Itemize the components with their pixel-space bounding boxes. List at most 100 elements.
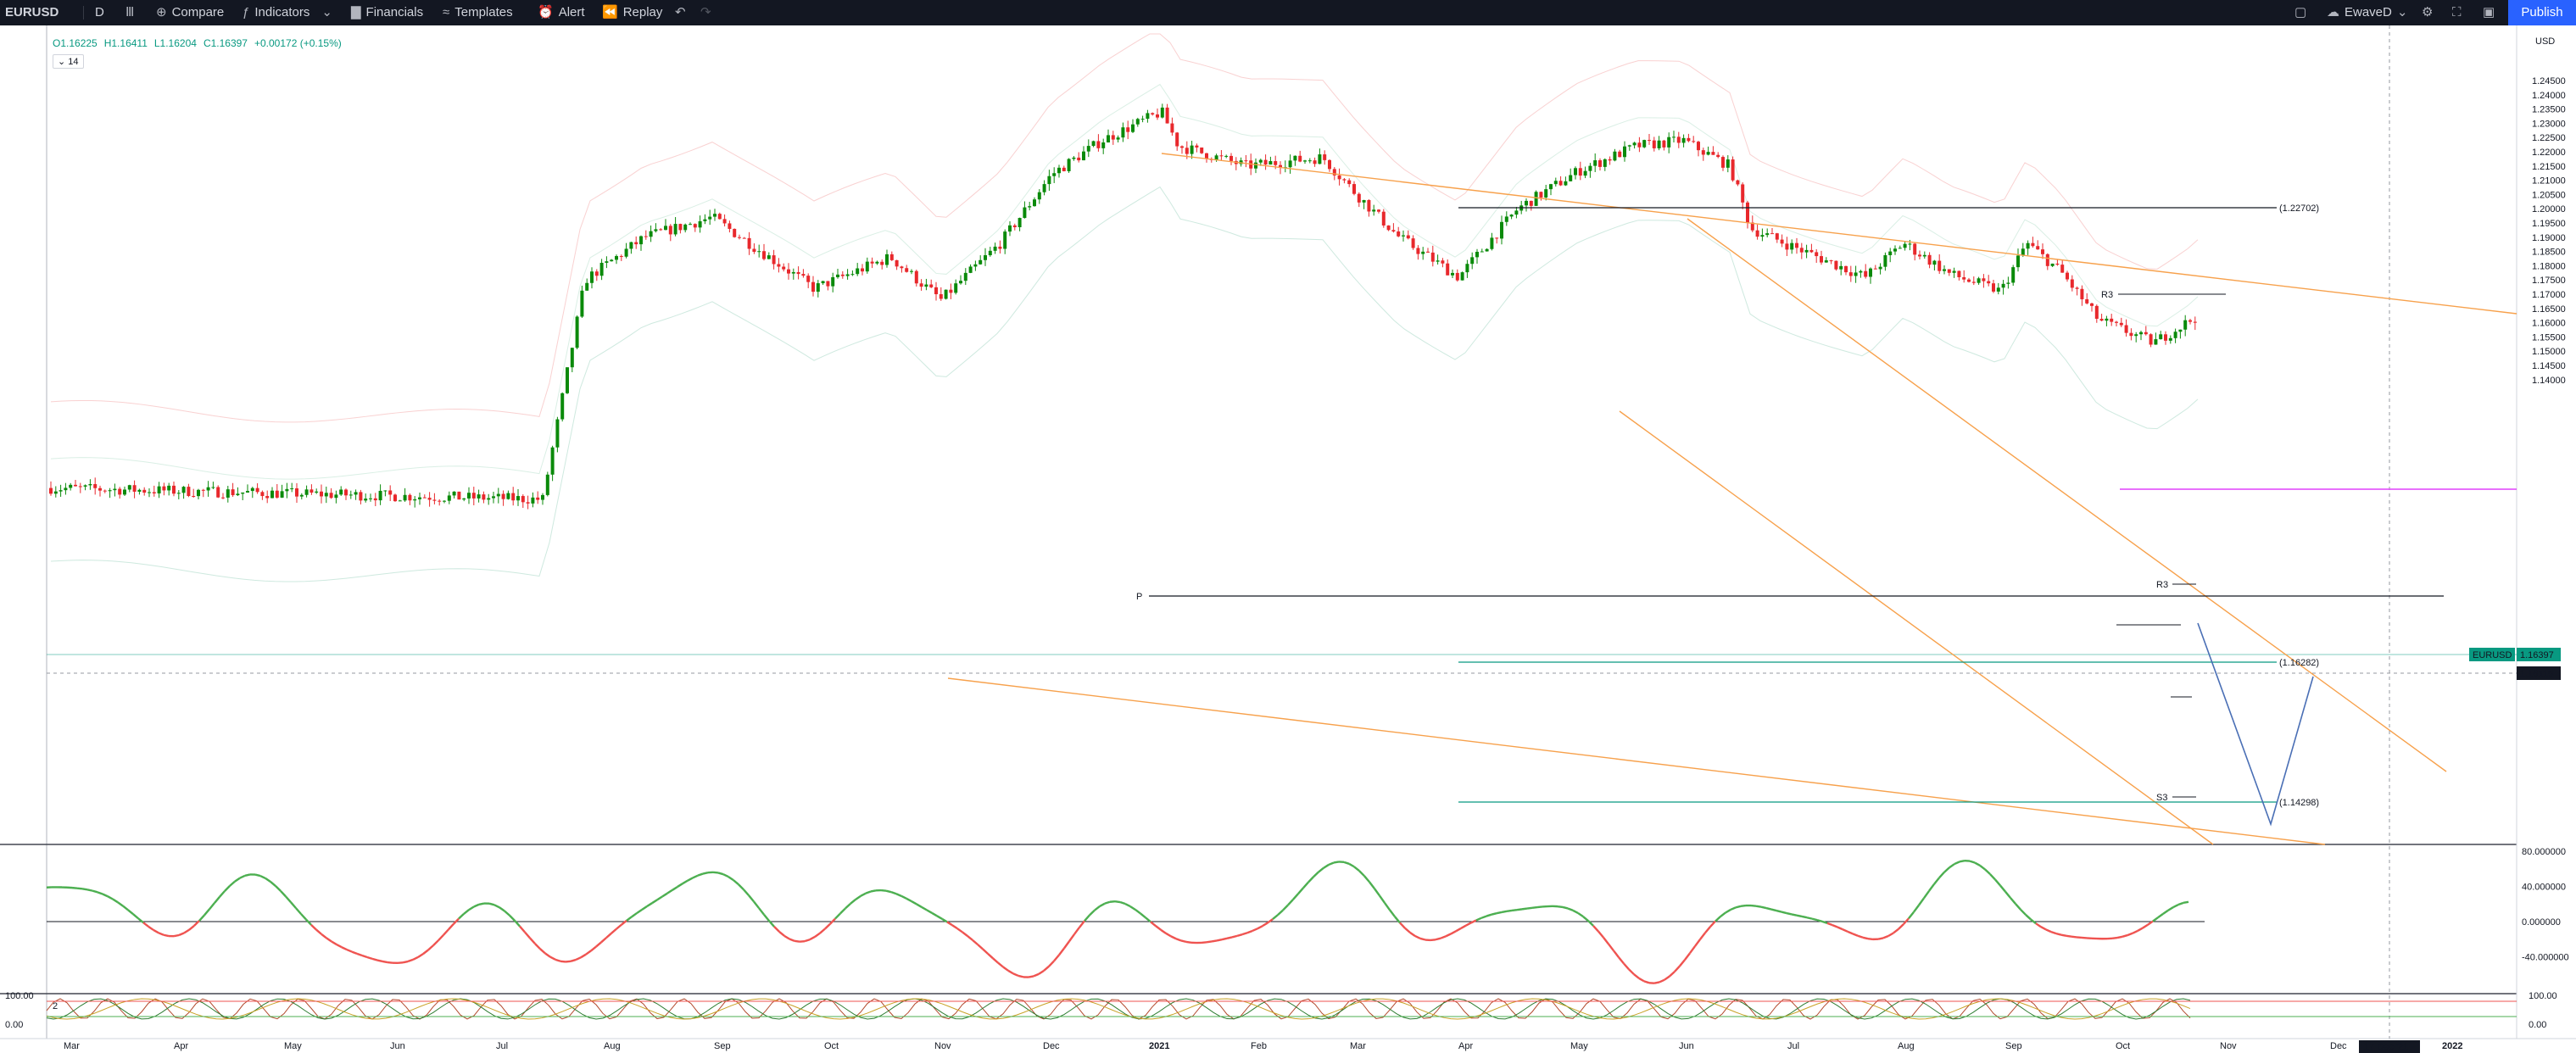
- oscillator-segment: [733, 879, 739, 886]
- oscillator-segment: [1007, 969, 1014, 975]
- candle-body: [511, 493, 516, 501]
- candle-body: [875, 261, 879, 264]
- candle-body: [566, 367, 569, 393]
- price-tick-label: 1.15000: [2532, 347, 2566, 357]
- candle-body: [2178, 329, 2183, 332]
- chart-canvas[interactable]: (1.22702) (1.16282) (1.14298) R3 P R3 S3 2 1.2…: [0, 25, 2576, 1053]
- oscillator-segment: [473, 903, 480, 908]
- fullscreen-layout-button[interactable]: ▢: [2294, 0, 2311, 25]
- oscillator-segment: [422, 949, 429, 956]
- osc2-tick-label: 0.00: [5, 1020, 23, 1030]
- redo-button[interactable]: ↷: [700, 0, 716, 25]
- candle-body: [801, 274, 806, 276]
- oscillator-segment: [636, 908, 643, 915]
- oscillator-segment: [1262, 922, 1268, 928]
- candle-body: [1564, 181, 1568, 186]
- osc2-tick-label: 0.00: [2529, 1020, 2546, 1030]
- candle-body: [733, 228, 737, 237]
- oscillator-segment: [590, 945, 597, 952]
- financials-button[interactable]: ▇ Financials: [351, 0, 423, 25]
- candle-body: [393, 494, 397, 502]
- time-tick-label: Jun: [1679, 1041, 1694, 1051]
- settings-button[interactable]: ⚙: [2422, 0, 2438, 25]
- oscillator-segment: [768, 920, 775, 928]
- oscillator-segment: [753, 900, 760, 909]
- candle-body: [74, 484, 77, 487]
- candle-body: [1190, 145, 1194, 154]
- oscillator-segment: [275, 885, 282, 892]
- price-tick-label: 1.24000: [2532, 91, 2566, 101]
- price-tick-label: 1.22500: [2532, 133, 2566, 143]
- oscillator-segment: [1832, 923, 1838, 928]
- replay-button[interactable]: ⏪ Replay: [602, 0, 662, 25]
- oscillator-segment: [529, 937, 536, 944]
- candle-body: [1490, 237, 1494, 249]
- oscillator-segment: [1374, 888, 1380, 897]
- oscillator-segment: [2071, 935, 2077, 939]
- price-tick-label: 1.16500: [2532, 304, 2566, 315]
- candle-body: [1820, 256, 1823, 263]
- oscillator-segment: [1974, 861, 1981, 866]
- oscillator-segment: [1618, 956, 1625, 965]
- price-tick-label: 1.24500: [2532, 76, 2566, 86]
- candle-body: [1402, 235, 1405, 237]
- oscillator-segment: [336, 944, 343, 949]
- oscillator-segment: [1577, 911, 1584, 918]
- projection-path: [2197, 622, 2314, 827]
- compare-button[interactable]: ⊕ Compare: [156, 0, 224, 25]
- chart-type-button[interactable]: Ⅲ: [125, 0, 139, 25]
- oscillator-segment: [1882, 934, 1889, 939]
- oscillator-segment: [555, 958, 561, 962]
- candle-body: [1224, 155, 1229, 157]
- last-price-badge: [2517, 648, 2561, 661]
- undo-icon: ↶: [675, 5, 686, 20]
- fullscreen-button[interactable]: ⛶: [2452, 0, 2467, 25]
- templates-button[interactable]: ≈ Templates: [443, 0, 513, 25]
- candle-body: [1869, 268, 1872, 277]
- candle-body: [1736, 180, 1740, 185]
- candle-body: [2006, 282, 2010, 284]
- oscillator-segment: [717, 872, 724, 876]
- publish-button[interactable]: Publish: [2508, 0, 2576, 25]
- oscillator-segment: [987, 952, 994, 960]
- oscillator-segment: [458, 913, 465, 920]
- open-value: O1.16225: [53, 37, 98, 49]
- candle-body: [132, 485, 137, 492]
- alert-button[interactable]: ⏰ Alert: [538, 0, 585, 25]
- oscillator-segment: [631, 912, 638, 918]
- candle-body: [634, 242, 638, 245]
- low-value: L1.16204: [153, 37, 197, 49]
- candle-body: [698, 220, 702, 228]
- oscillator-segment: [992, 957, 999, 964]
- candle-body: [2173, 332, 2177, 338]
- oscillator-segment: [1949, 863, 1955, 869]
- candle-body: [1918, 254, 1921, 257]
- candle-body: [1135, 119, 1140, 125]
- oscillator-segment: [2152, 916, 2159, 922]
- oscillator-segment: [748, 894, 755, 903]
- candle-body: [1460, 272, 1464, 281]
- indicators-button[interactable]: ƒ Indicators ⌄: [243, 0, 337, 25]
- candle-body: [1185, 148, 1189, 154]
- candle-body: [752, 248, 756, 252]
- candle-body: [162, 486, 166, 491]
- snapshot-button[interactable]: ▣: [2483, 0, 2500, 25]
- candle-body: [521, 496, 525, 503]
- oscillator-segment: [117, 901, 124, 907]
- trendline-upper: [1161, 153, 2517, 315]
- oscillator-segment: [132, 913, 139, 920]
- oscillator-segment: [417, 953, 424, 958]
- candle-body: [821, 281, 825, 284]
- candle-body: [1416, 248, 1420, 254]
- oscillator-segment: [1068, 933, 1075, 942]
- oscillator-segment: [244, 873, 251, 877]
- layout-menu[interactable]: ☁ EwaveD ⌄: [2327, 0, 2412, 25]
- symbol-search[interactable]: EURUSD: [5, 5, 59, 20]
- indicators-toggle[interactable]: ⌄ 14: [53, 54, 84, 69]
- level-label: (1.14298): [2279, 798, 2319, 808]
- oscillator-segment: [1043, 965, 1050, 972]
- candle-body: [673, 224, 677, 235]
- undo-button[interactable]: ↶: [675, 0, 691, 25]
- interval-button[interactable]: D: [95, 5, 104, 20]
- oscillator-segment: [1969, 860, 1976, 864]
